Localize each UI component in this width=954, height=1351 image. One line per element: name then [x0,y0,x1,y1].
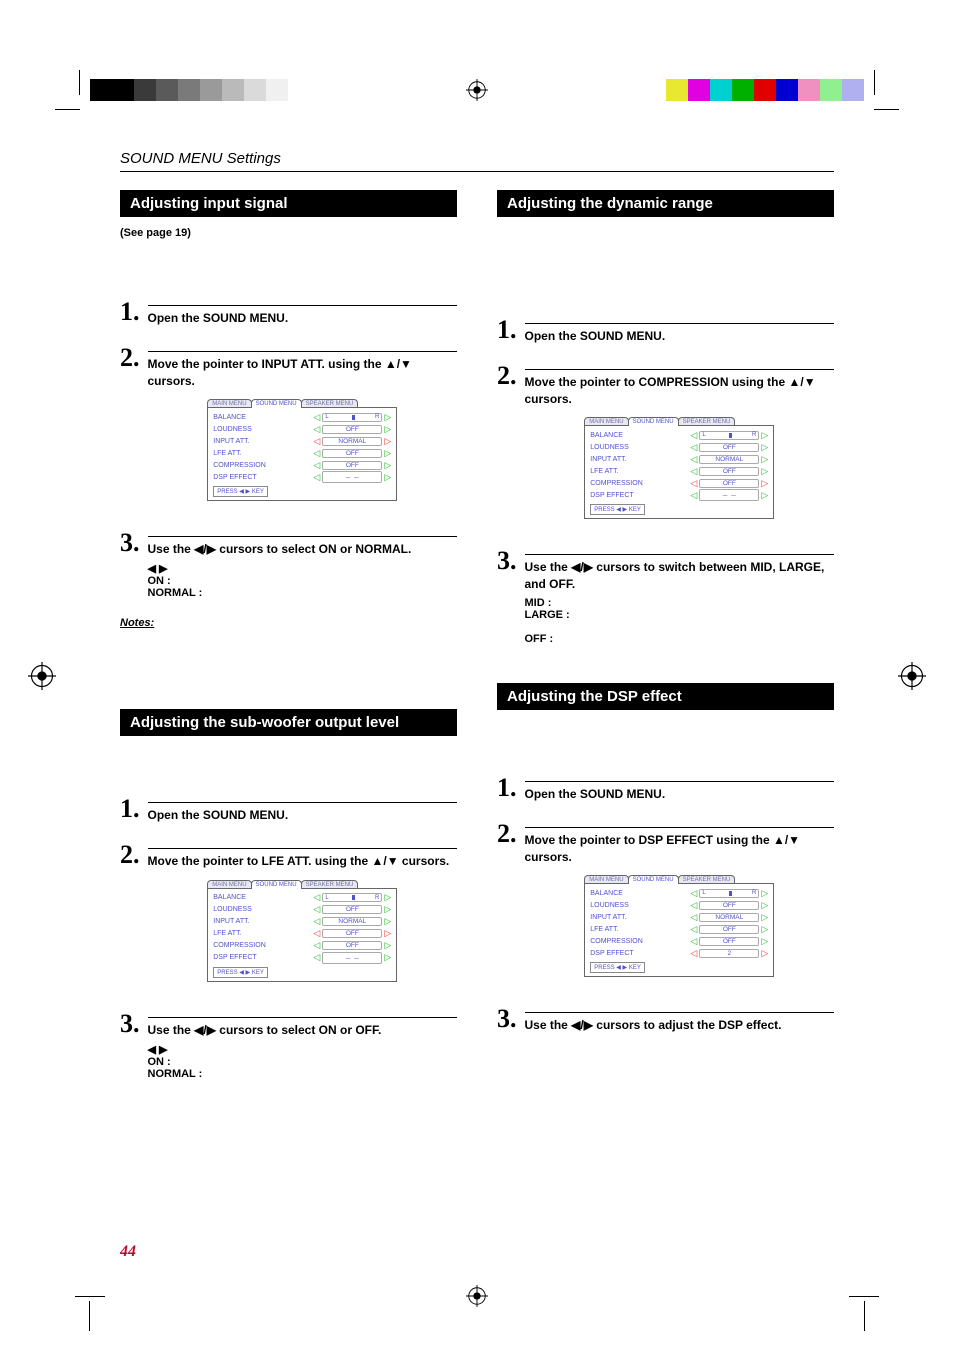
step-options: MID : LARGE : OFF : [525,597,835,645]
divider [525,1012,835,1013]
step-number: 1. [120,299,140,325]
step-options: ◀ ▶ ON : NORMAL : [148,1043,458,1080]
divider [148,848,458,849]
step-2: 2. Move the pointer to INPUT ATT. using … [120,345,457,513]
step-number: 3. [497,1006,517,1032]
section-header: Adjusting the DSP effect [497,683,834,710]
osd-screenshot: MAIN MENUSOUND MENUSPEAKER MENUBALANCE◁L… [584,417,774,520]
divider [148,1017,458,1018]
step-text: Use the ◀/▶ cursors to select ON or NORM… [148,541,458,558]
step-number: 1. [120,796,140,822]
crop-mark [40,70,80,110]
divider [525,781,835,782]
step-3: 3. Use the ◀/▶ cursors to switch between… [497,548,834,645]
osd-screenshot: MAIN MENUSOUND MENUSPEAKER MENUBALANCE◁L… [207,880,397,983]
step-1: 1. Open the SOUND MENU. [497,317,834,345]
step-number: 3. [120,1011,140,1037]
divider [525,369,835,370]
step-number: 2. [120,345,140,371]
step-text: Move the pointer to COMPRESSION using th… [525,374,835,408]
crop-mark [874,70,914,110]
step-number: 1. [497,317,517,343]
registration-mark-icon [466,79,488,101]
step-text: Move the pointer to DSP EFFECT using the… [525,832,835,866]
step-number: 2. [497,363,517,389]
step-2: 2. Move the pointer to COMPRESSION using… [497,363,834,531]
step-3: 3. Use the ◀/▶ cursors to select ON or O… [120,1011,457,1080]
step-text: Move the pointer to LFE ATT. using the ▲… [148,853,458,870]
step-1: 1. Open the SOUND MENU. [120,796,457,824]
page-number: 44 [120,1243,136,1261]
divider [148,305,458,306]
step-1: 1. Open the SOUND MENU. [120,299,457,327]
step-number: 2. [497,821,517,847]
step-3: 3. Use the ◀/▶ cursors to adjust the DSP… [497,1006,834,1034]
left-column: Adjusting input signal (See page 19) 1. … [120,190,457,1098]
step-text: Open the SOUND MENU. [525,786,835,803]
divider [148,802,458,803]
registration-mark-icon [466,1285,488,1307]
divider [525,323,835,324]
step-text: Move the pointer to INPUT ATT. using the… [148,356,458,390]
step-1: 1. Open the SOUND MENU. [497,775,834,803]
section-header: Adjusting the sub-woofer output level [120,709,457,736]
step-2: 2. Move the pointer to DSP EFFECT using … [497,821,834,989]
color-bar [666,79,864,101]
grayscale-bar [90,79,288,101]
step-number: 1. [497,775,517,801]
step-2: 2. Move the pointer to LFE ATT. using th… [120,842,457,993]
step-text: Use the ◀/▶ cursors to switch between MI… [525,559,835,593]
registration-mark-icon [28,662,56,690]
step-text: Open the SOUND MENU. [148,310,458,327]
section-header: Adjusting the dynamic range [497,190,834,217]
print-marks-top [0,55,954,125]
step-number: 3. [497,548,517,574]
step-number: 2. [120,842,140,868]
osd-screenshot: MAIN MENUSOUND MENUSPEAKER MENUBALANCE◁L… [207,399,397,502]
divider [148,351,458,352]
step-text: Use the ◀/▶ cursors to adjust the DSP ef… [525,1017,835,1034]
osd-screenshot: MAIN MENUSOUND MENUSPEAKER MENUBALANCE◁L… [584,875,774,978]
divider [148,536,458,537]
chapter-title: SOUND MENU Settings [120,150,834,167]
divider [525,554,835,555]
page-content: SOUND MENU Settings Adjusting input sign… [120,150,834,1231]
step-options: ◀ ▶ ON : NORMAL : [148,562,458,599]
divider [525,827,835,828]
see-page-note: (See page 19) [120,227,457,239]
divider [120,171,834,172]
print-marks-bottom [0,1261,954,1331]
registration-mark-icon [898,662,926,690]
notes-label: Notes: [120,617,457,629]
step-text: Use the ◀/▶ cursors to select ON or OFF. [148,1022,458,1039]
step-number: 3. [120,530,140,556]
step-text: Open the SOUND MENU. [148,807,458,824]
section-header: Adjusting input signal [120,190,457,217]
step-3: 3. Use the ◀/▶ cursors to select ON or N… [120,530,457,599]
right-column: Adjusting the dynamic range 1. Open the … [497,190,834,1098]
step-text: Open the SOUND MENU. [525,328,835,345]
